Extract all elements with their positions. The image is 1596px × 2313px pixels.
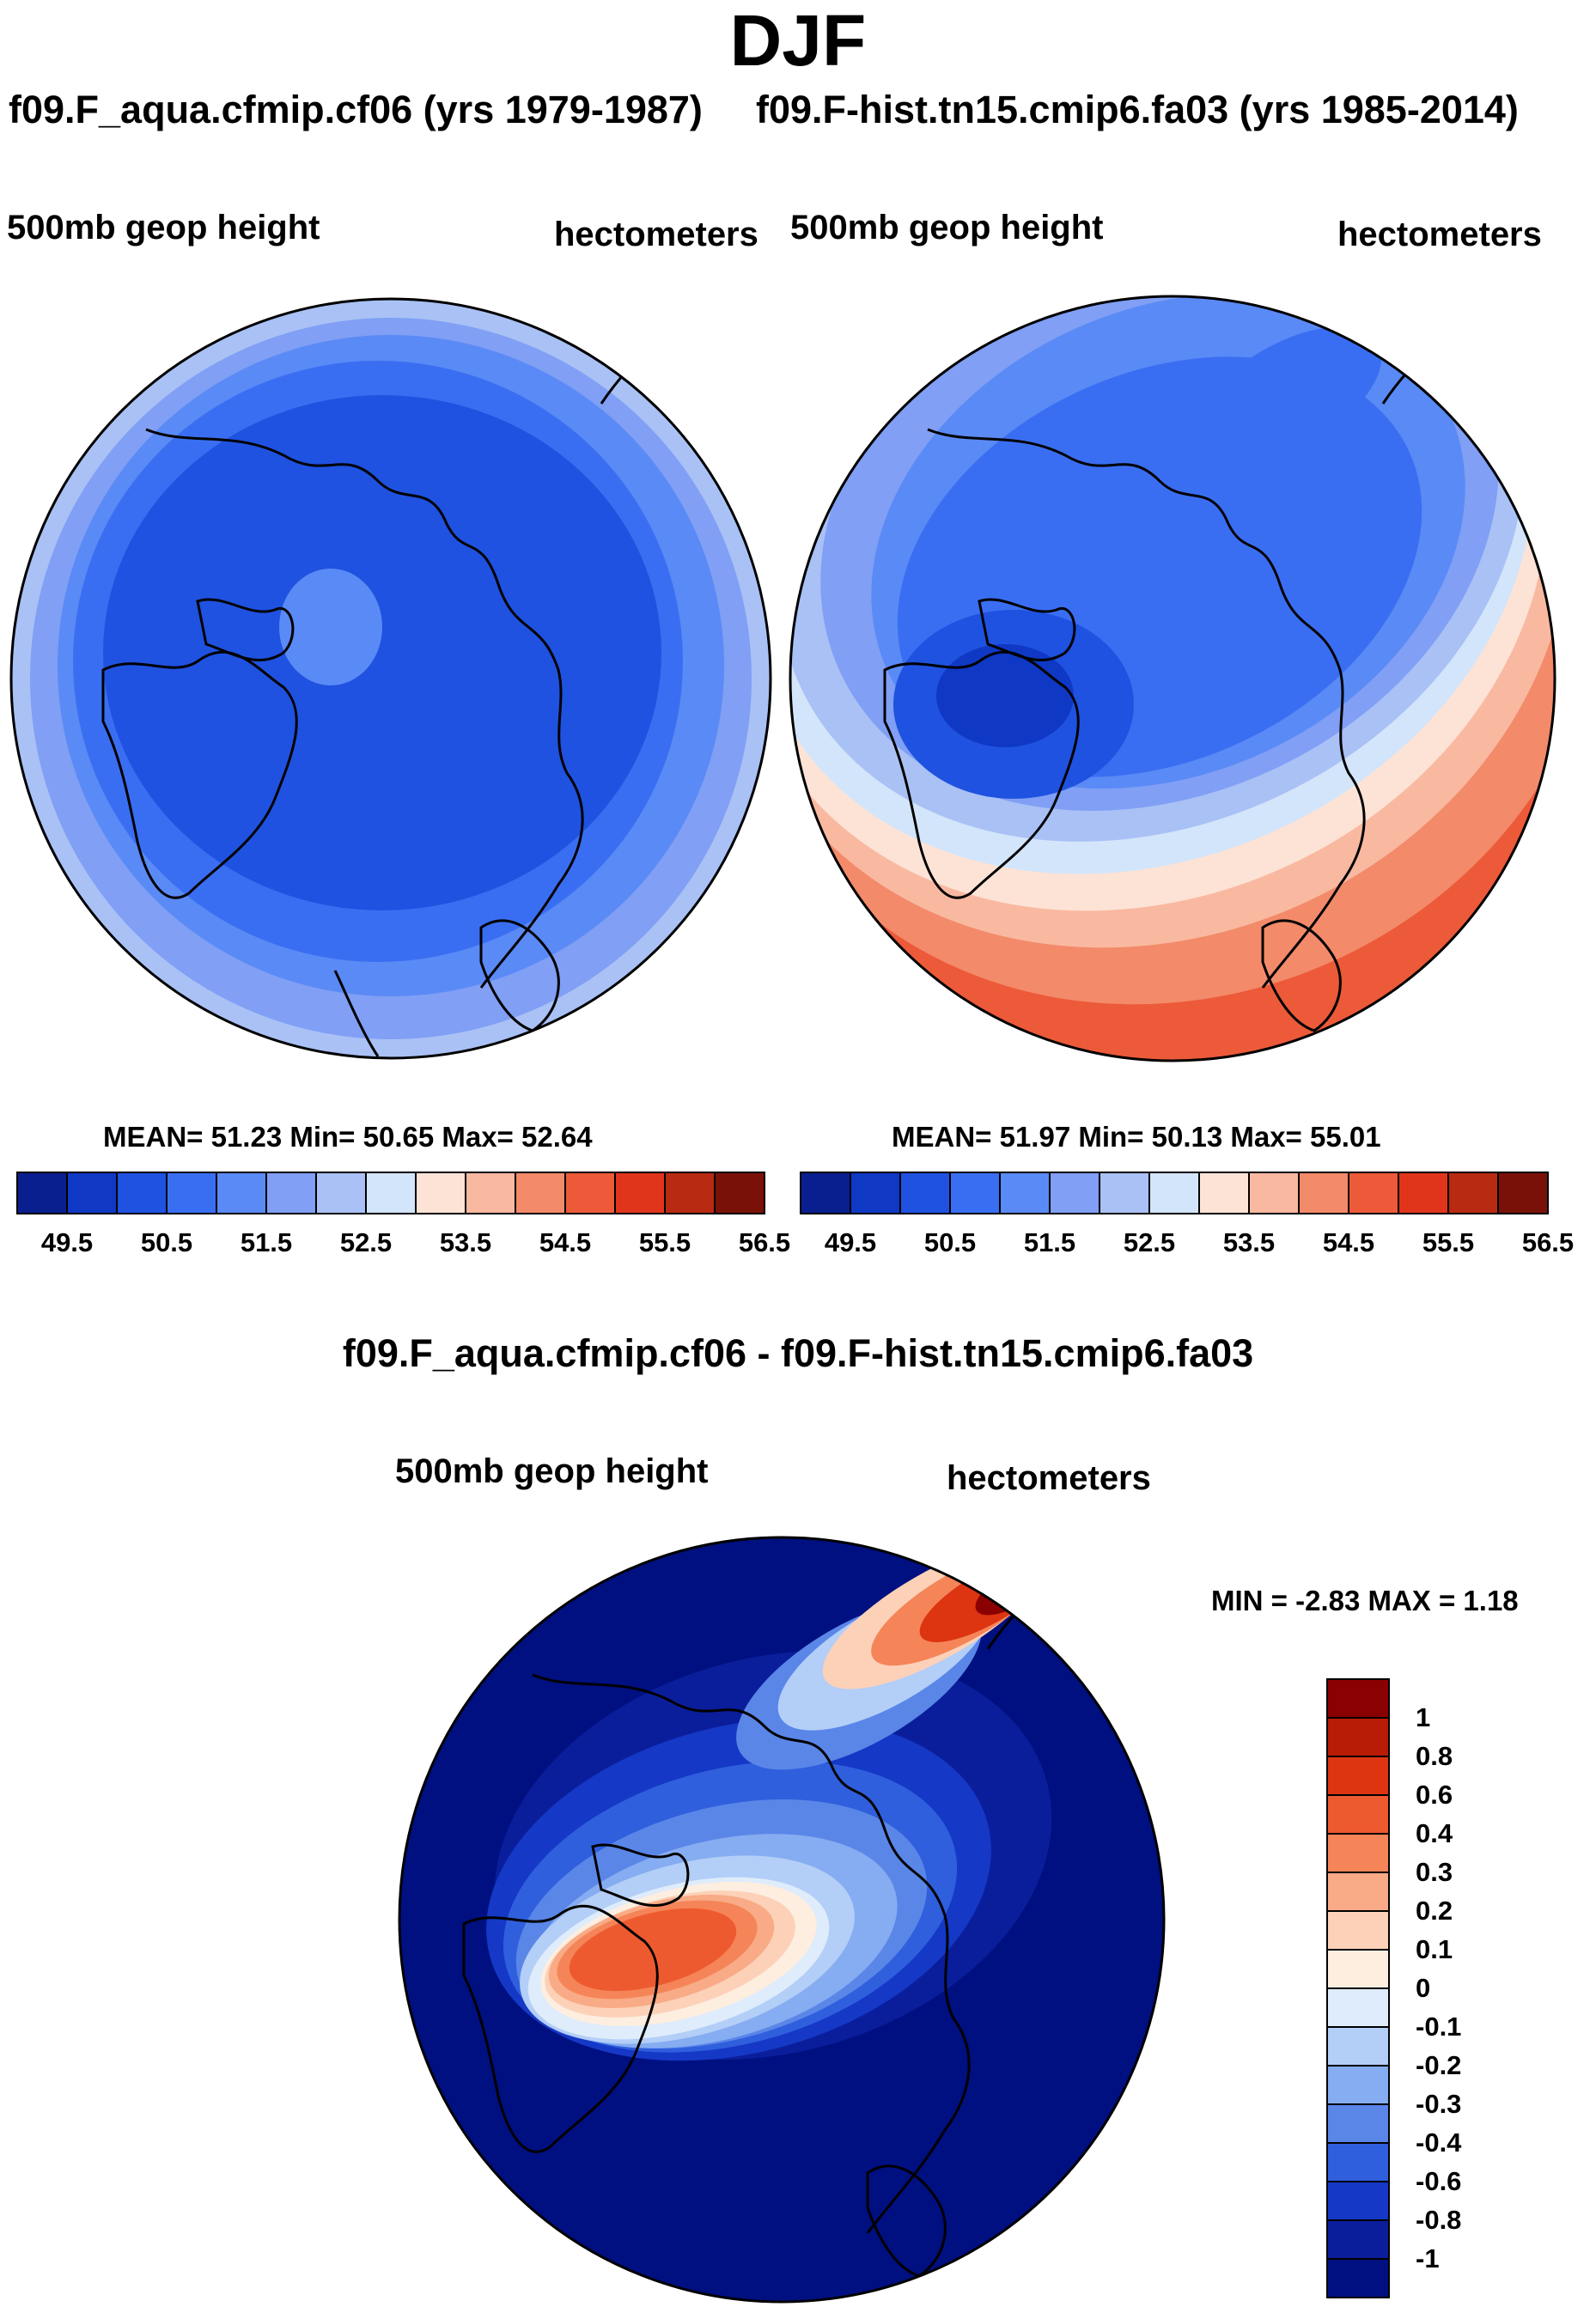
panel-1-variable: 500mb geop height — [7, 209, 320, 247]
diff-stats: MIN = -2.83 MAX = 1.18 — [1211, 1585, 1519, 1616]
colorbar-tick-label: 53.5 — [1222, 1227, 1276, 1257]
panel-1-units: hectometers — [554, 216, 758, 253]
colorbar-tick-label: -0.1 — [1416, 2012, 1462, 2042]
colorbar-tick-label: -0.8 — [1416, 2205, 1462, 2235]
main-title: DJF — [729, 0, 867, 81]
colorbar-tick-label: -1 — [1416, 2243, 1440, 2273]
panel-1-colorbar — [16, 1172, 765, 1214]
colorbar-swatch — [1326, 1949, 1390, 1989]
colorbar-swatch — [1447, 1172, 1499, 1214]
colorbar-tick-label: 52.5 — [1123, 1227, 1176, 1257]
diff-map — [399, 1537, 1164, 2302]
colorbar-swatch — [116, 1172, 168, 1214]
colorbar-swatch — [365, 1172, 417, 1214]
colorbar-swatch — [1326, 2103, 1390, 2144]
colorbar-swatch — [1348, 1172, 1399, 1214]
panel-2-colorbar — [800, 1172, 1549, 1214]
colorbar-swatch — [16, 1172, 68, 1214]
colorbar-tick-label: 1 — [1416, 1702, 1431, 1732]
colorbar-tick-label: 52.5 — [339, 1227, 393, 1257]
panel-1-coastlines — [101, 342, 655, 1057]
colorbar-tick-label: 0.3 — [1416, 1857, 1453, 1887]
colorbar-swatch — [66, 1172, 118, 1214]
diff-units: hectometers — [947, 1459, 1151, 1497]
panel-2-variable: 500mb geop height — [790, 209, 1104, 247]
colorbar-tick-label: 54.5 — [539, 1227, 592, 1257]
colorbar-tick-label: 50.5 — [140, 1227, 193, 1257]
colorbar-swatch — [949, 1172, 1001, 1214]
colorbar-swatch — [1398, 1172, 1449, 1214]
colorbar-swatch — [1099, 1172, 1150, 1214]
colorbar-swatch — [1326, 1872, 1390, 1912]
colorbar-tick-label: 49.5 — [40, 1227, 94, 1257]
colorbar-swatch — [465, 1172, 516, 1214]
colorbar-tick-label: -0.6 — [1416, 2166, 1462, 2196]
colorbar-swatch — [166, 1172, 217, 1214]
colorbar-tick-label: -0.2 — [1416, 2050, 1462, 2080]
colorbar-tick-label: 49.5 — [824, 1227, 877, 1257]
colorbar-tick-label: 56.5 — [1521, 1227, 1575, 1257]
colorbar-tick-label: 0.2 — [1416, 1896, 1453, 1926]
colorbar-swatch — [1049, 1172, 1100, 1214]
colorbar-tick-label: 0.4 — [1416, 1818, 1453, 1848]
colorbar-swatch — [1326, 1794, 1390, 1835]
panel-1-stats: MEAN= 51.23 Min= 50.65 Max= 52.64 — [103, 1121, 593, 1153]
colorbar-swatch — [1298, 1172, 1349, 1214]
colorbar-tick-label: -0.3 — [1416, 2089, 1462, 2119]
colorbar-swatch — [415, 1172, 466, 1214]
colorbar-swatch — [899, 1172, 951, 1214]
diff-title: f09.F_aqua.cfmip.cf06 - f09.F-hist.tn15.… — [342, 1331, 1254, 1375]
colorbar-swatch — [1326, 2026, 1390, 2066]
diff-variable: 500mb geop height — [395, 1452, 709, 1490]
colorbar-swatch — [999, 1172, 1051, 1214]
colorbar-swatch — [1326, 1910, 1390, 1951]
diff-colorbar — [1326, 1678, 1390, 2298]
colorbar-swatch — [265, 1172, 317, 1214]
colorbar-swatch — [1326, 1678, 1390, 1719]
colorbar-swatch — [1326, 2258, 1390, 2298]
colorbar-swatch — [1148, 1172, 1200, 1214]
colorbar-swatch — [1248, 1172, 1300, 1214]
colorbar-swatch — [1326, 2219, 1390, 2260]
colorbar-swatch — [850, 1172, 901, 1214]
colorbar-swatch — [1198, 1172, 1250, 1214]
colorbar-tick-label: 0.1 — [1416, 1934, 1453, 1964]
colorbar-swatch — [800, 1172, 851, 1214]
panel-2-stats: MEAN= 51.97 Min= 50.13 Max= 55.01 — [892, 1121, 1381, 1153]
panel-2-case-title: f09.F-hist.tn15.cmip6.fa03 (yrs 1985-201… — [756, 88, 1519, 131]
colorbar-tick-label: 55.5 — [638, 1227, 691, 1257]
panel-1-case-title: f09.F_aqua.cfmip.cf06 (yrs 1979-1987) — [9, 88, 703, 131]
colorbar-tick-label: 55.5 — [1422, 1227, 1475, 1257]
colorbar-swatch — [1326, 1756, 1390, 1796]
colorbar-swatch — [515, 1172, 566, 1214]
colorbar-tick-label: 56.5 — [738, 1227, 791, 1257]
colorbar-swatch — [1326, 2181, 1390, 2221]
colorbar-swatch — [1326, 2142, 1390, 2182]
colorbar-tick-label: 53.5 — [439, 1227, 492, 1257]
colorbar-tick-label: -0.4 — [1416, 2127, 1462, 2158]
colorbar-swatch — [1497, 1172, 1549, 1214]
colorbar-tick-label: 50.5 — [923, 1227, 977, 1257]
colorbar-swatch — [1326, 2065, 1390, 2105]
colorbar-swatch — [564, 1172, 616, 1214]
panel-2-units: hectometers — [1337, 216, 1542, 253]
colorbar-tick-label: 54.5 — [1322, 1227, 1375, 1257]
colorbar-tick-label: 0 — [1416, 1973, 1431, 2003]
colorbar-tick-label: 51.5 — [1023, 1227, 1076, 1257]
colorbar-tick-label: 0.6 — [1416, 1780, 1453, 1810]
colorbar-swatch — [1326, 1717, 1390, 1757]
colorbar-swatch — [714, 1172, 765, 1214]
colorbar-swatch — [315, 1172, 367, 1214]
colorbar-swatch — [1326, 1987, 1390, 2028]
colorbar-swatch — [664, 1172, 716, 1214]
colorbar-swatch — [614, 1172, 666, 1214]
colorbar-tick-label: 0.8 — [1416, 1741, 1453, 1771]
panel-1-map — [11, 299, 771, 1058]
colorbar-tick-label: 51.5 — [240, 1227, 293, 1257]
colorbar-swatch — [216, 1172, 267, 1214]
colorbar-swatch — [1326, 1833, 1390, 1873]
